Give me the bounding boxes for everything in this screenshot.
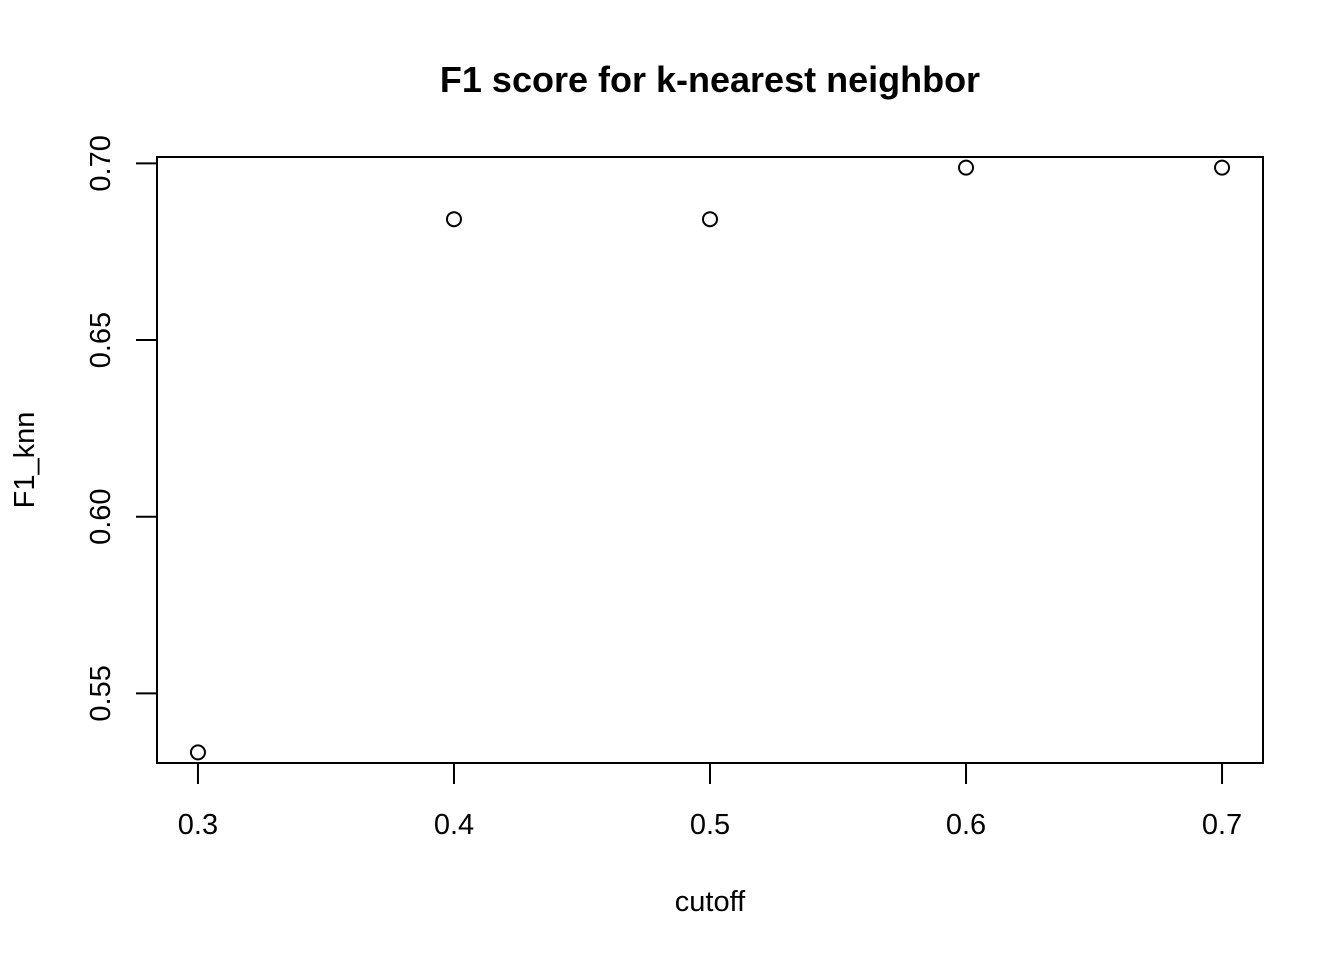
y-tick-label: 0.60	[85, 488, 117, 544]
y-axis-title: F1_knn	[9, 412, 41, 509]
chart-title: F1 score for k-nearest neighbor	[440, 59, 980, 100]
x-tick-label: 0.3	[178, 809, 218, 841]
plot-frame	[156, 156, 1264, 764]
y-tick-label: 0.70	[85, 135, 117, 191]
y-tick-label: 0.65	[85, 312, 117, 368]
x-tick-label: 0.7	[1202, 809, 1242, 841]
data-point	[1214, 159, 1231, 176]
data-point	[702, 211, 718, 228]
x-tick-label: 0.6	[946, 809, 986, 841]
data-points	[189, 159, 1231, 761]
y-axis-ticks: 0.55 0.60 0.65 0.70	[85, 135, 157, 722]
y-tick-label: 0.55	[85, 665, 117, 721]
x-axis-ticks: 0.3 0.4 0.5 0.6 0.7	[178, 763, 1242, 841]
x-tick-label: 0.5	[690, 809, 730, 841]
x-axis-title: cutoff	[675, 886, 746, 918]
x-tick-label: 0.4	[434, 809, 474, 841]
data-point	[189, 744, 206, 761]
data-point	[958, 159, 975, 176]
data-point	[445, 211, 462, 228]
